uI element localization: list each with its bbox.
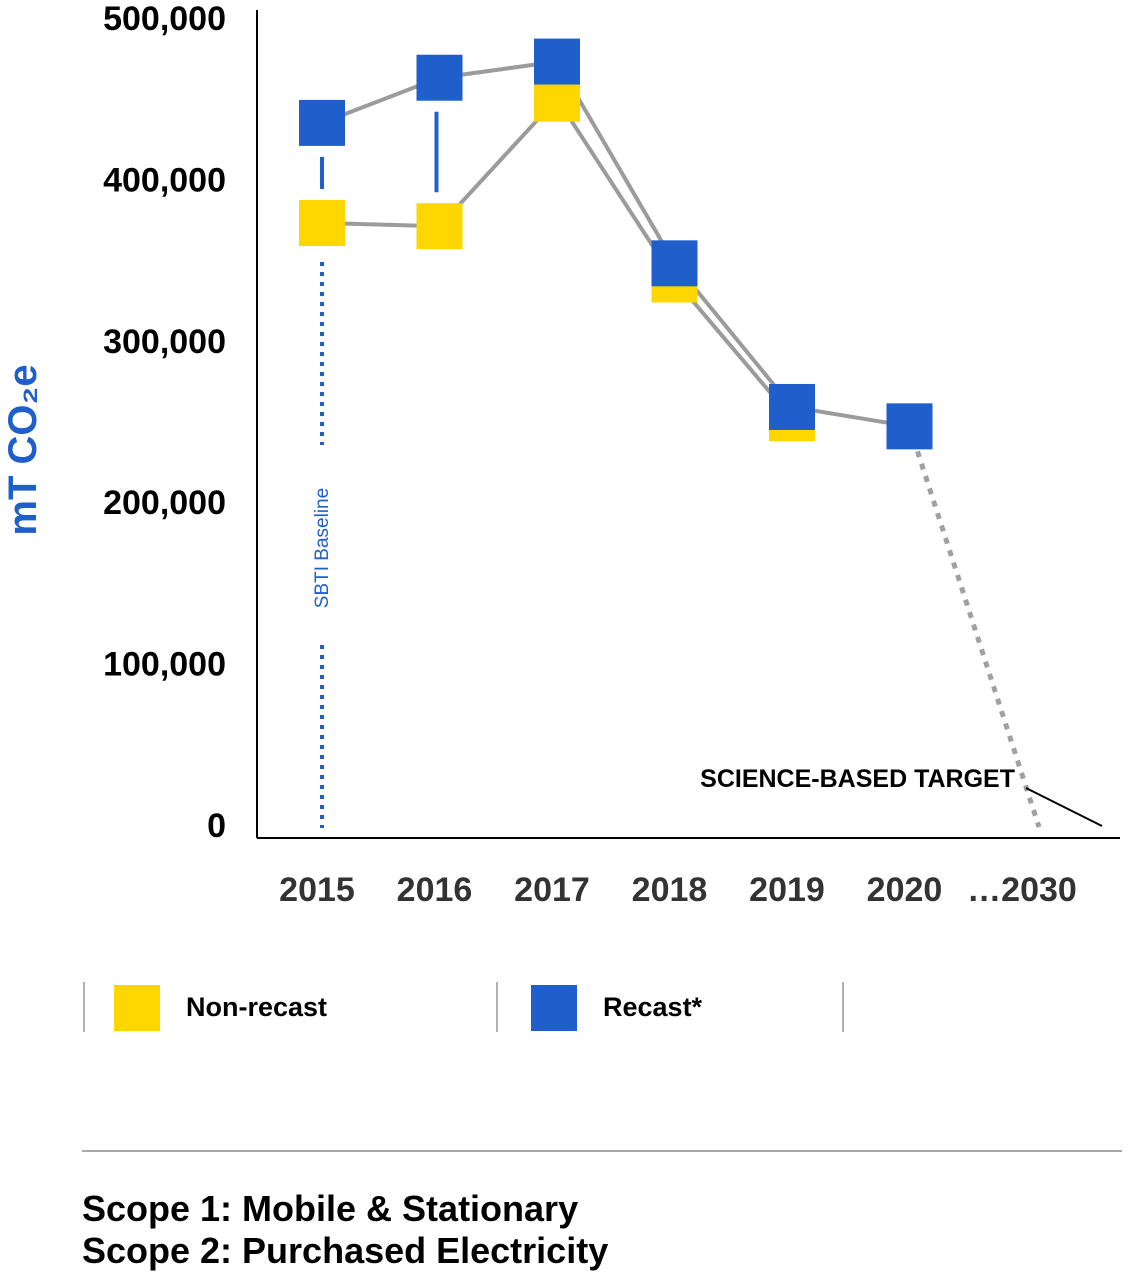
marker-non-recast xyxy=(416,203,463,250)
footnote-scope-2: Scope 2: Purchased Electricity xyxy=(82,1230,609,1271)
footnote-scope-1: Scope 1: Mobile & Stationary xyxy=(82,1188,579,1229)
x-tick-label: …2030 xyxy=(967,871,1077,909)
sbti-baseline: SBTI Baseline xyxy=(312,262,333,828)
emissions-chart: 0 100,000 200,000 300,000 400,000 500,000 mT … xyxy=(1,0,1120,909)
y-tick-label: 500,000 xyxy=(103,0,226,38)
marker-recast xyxy=(651,240,698,287)
y-tick-label: 300,000 xyxy=(103,323,226,361)
y-tick-label: 400,000 xyxy=(103,161,226,199)
y-axis-ticks: 0 100,000 200,000 300,000 400,000 500,000 xyxy=(103,0,226,845)
x-axis-ticks: 2015 2016 2017 2018 2019 2020 …2030 xyxy=(279,871,1077,909)
x-tick-label: 2019 xyxy=(749,871,825,909)
x-tick-label: 2018 xyxy=(632,871,708,909)
science-based-target-label: SCIENCE-BASED TARGET xyxy=(700,765,1015,793)
legend-swatch-non-recast xyxy=(114,984,160,1031)
x-tick-label: 2015 xyxy=(279,871,355,909)
legend-item-non-recast: Non-recast xyxy=(114,984,328,1031)
y-tick-label: 200,000 xyxy=(103,484,226,522)
legend-item-recast: Recast* xyxy=(531,984,703,1031)
series-line-non-recast xyxy=(321,95,794,420)
target-projection-line xyxy=(915,450,1042,828)
marker-recast xyxy=(886,403,933,450)
footnote-divider xyxy=(82,1150,1122,1152)
marker-recast xyxy=(534,38,580,85)
science-based-target-leader xyxy=(1025,787,1103,827)
marker-recast xyxy=(416,54,463,101)
y-axis-label: mT CO₂e xyxy=(1,364,45,535)
series-markers xyxy=(299,38,933,450)
marker-non-recast xyxy=(299,199,345,246)
x-tick-label: 2016 xyxy=(397,871,473,909)
x-tick-label: 2020 xyxy=(867,871,943,909)
marker-recast xyxy=(769,383,815,430)
legend-divider xyxy=(496,982,498,1032)
legend-divider xyxy=(842,982,844,1032)
series-line-recast xyxy=(321,59,910,429)
marker-recast xyxy=(299,99,345,146)
legend-divider xyxy=(83,982,85,1032)
y-tick-label: 100,000 xyxy=(103,646,226,684)
legend-label-recast: Recast* xyxy=(603,992,703,1022)
x-tick-label: 2017 xyxy=(514,871,590,909)
baseline-label: SBTI Baseline xyxy=(312,488,333,608)
legend-swatch-recast xyxy=(531,984,577,1031)
legend-label-non-recast: Non-recast xyxy=(186,992,328,1022)
y-tick-label: 0 xyxy=(207,807,226,845)
